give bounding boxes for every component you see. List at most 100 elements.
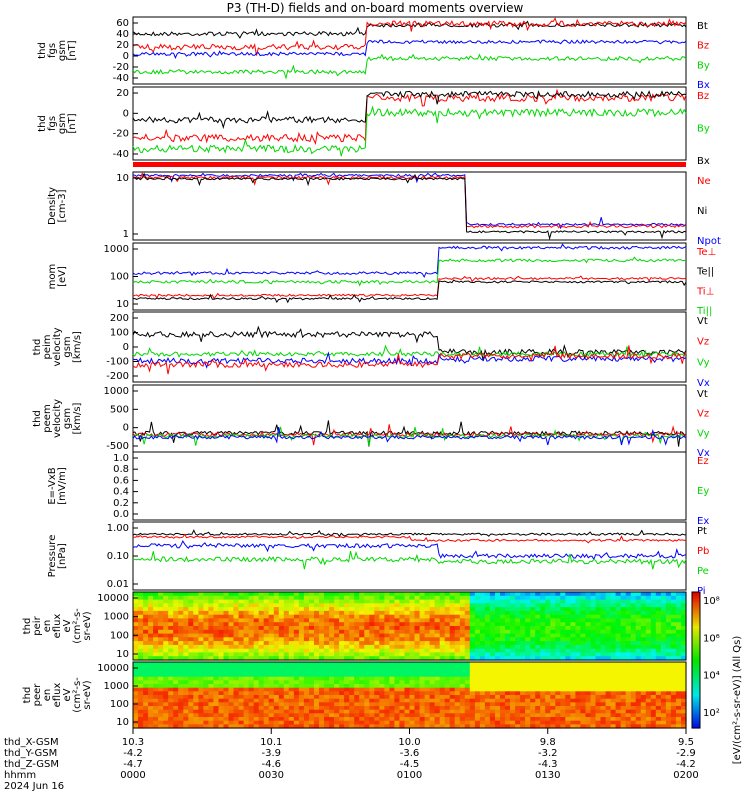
heatmap-cell: [600, 673, 607, 678]
heatmap-cell: [479, 665, 486, 670]
heatmap-cell: [334, 637, 340, 642]
heatmap-cell: [223, 633, 230, 638]
series-line: [132, 279, 687, 304]
heatmap-cell: [389, 720, 395, 725]
heatmap-cell: [268, 618, 275, 623]
heatmap-cell: [449, 644, 456, 650]
heatmap-cell: [389, 706, 395, 711]
heatmap-cell: [263, 599, 270, 604]
heatmap-cell: [665, 662, 672, 667]
heatmap-cell: [384, 629, 390, 635]
heatmap-cell: [505, 622, 511, 627]
heatmap-cell: [133, 641, 139, 646]
heatmap-cell: [610, 698, 617, 703]
heatmap-cell: [535, 652, 541, 657]
heatmap-cell: [158, 702, 164, 707]
heatmap-cell: [500, 687, 506, 692]
heatmap-cell: [298, 644, 305, 650]
heatmap-cell: [670, 626, 677, 631]
heatmap-cell: [233, 595, 240, 601]
heatmap-cell: [148, 599, 154, 604]
heatmap-cell: [424, 618, 431, 623]
heatmap-cell: [660, 648, 667, 654]
heatmap-cell: [314, 607, 320, 612]
heatmap-cell: [359, 680, 365, 685]
heatmap-cell: [640, 626, 647, 631]
heatmap-cell: [580, 633, 586, 638]
heatmap-cell: [560, 622, 566, 627]
heatmap-cell: [248, 687, 255, 692]
heatmap-cell: [143, 618, 149, 623]
heatmap-cell: [283, 633, 290, 638]
heatmap-cell: [610, 687, 617, 692]
heatmap-cell: [354, 622, 360, 627]
heatmap-cell: [484, 656, 491, 661]
heatmap-cell: [489, 622, 496, 627]
heatmap-cell: [404, 665, 411, 670]
heatmap-cell: [168, 709, 174, 714]
heatmap-cell: [138, 652, 144, 657]
heatmap-cell: [178, 603, 184, 608]
heatmap-cell: [158, 676, 164, 681]
heatmap-cell: [660, 637, 667, 642]
heatmap-cell: [615, 662, 622, 667]
heatmap-cell: [173, 599, 179, 604]
heatmap-cell: [625, 592, 632, 597]
heatmap-cell: [243, 717, 250, 722]
heatmap-cell: [484, 698, 491, 703]
heatmap-cell: [645, 684, 652, 689]
heatmap-cell: [379, 644, 385, 650]
heatmap-cell: [515, 648, 521, 654]
heatmap-cell: [525, 652, 531, 657]
heatmap-cell: [283, 709, 290, 714]
heatmap-cell: [550, 673, 556, 678]
heatmap-cell: [369, 702, 375, 707]
heatmap-cell: [243, 652, 250, 657]
heatmap-cell: [429, 673, 436, 678]
heatmap-cell: [469, 603, 476, 608]
colorbar-cell: [692, 592, 700, 595]
heatmap-cell: [555, 629, 561, 635]
heatmap-cell: [349, 684, 355, 689]
heatmap-cell: [515, 698, 521, 703]
heatmap-cell: [409, 618, 416, 623]
heatmap-cell: [283, 665, 290, 670]
heatmap-cell: [645, 698, 652, 703]
heatmap-cell: [454, 656, 461, 661]
heatmap-cell: [203, 724, 209, 729]
heatmap-cell: [580, 592, 586, 597]
heatmap-cell: [394, 684, 400, 689]
panel-frame: [132, 451, 687, 521]
heatmap-cell: [484, 644, 491, 650]
heatmap-cell: [449, 648, 456, 654]
heatmap-cell: [293, 648, 300, 654]
heatmap-cell: [640, 595, 647, 601]
heatmap-cell: [645, 626, 652, 631]
heatmap-cell: [379, 637, 385, 642]
heatmap-cell: [198, 614, 204, 620]
heatmap-cell: [505, 610, 511, 616]
heatmap-cell: [535, 610, 541, 616]
heatmap-cell: [495, 618, 501, 623]
heatmap-cell: [650, 603, 657, 608]
heatmap-cell: [228, 618, 235, 623]
heatmap-cell: [399, 633, 405, 638]
heatmap-cell: [349, 637, 355, 642]
heatmap-cell: [158, 656, 164, 661]
heatmap-cell: [233, 618, 240, 623]
heatmap-cell: [600, 644, 607, 650]
heatmap-cell: [278, 637, 285, 642]
heatmap-cell: [474, 644, 481, 650]
heatmap-cell: [505, 709, 511, 714]
heatmap-cell: [303, 691, 310, 696]
heatmap-cell: [409, 610, 416, 616]
heatmap-cell: [630, 599, 637, 604]
heatmap-cell: [138, 610, 144, 616]
heatmap-cell: [605, 610, 612, 616]
heatmap-cell: [288, 599, 295, 604]
heatmap-cell: [339, 652, 345, 657]
heatmap-cell: [585, 702, 592, 707]
heatmap-cell: [329, 637, 335, 642]
heatmap-cell: [585, 599, 592, 604]
heatmap-cell: [500, 648, 506, 654]
